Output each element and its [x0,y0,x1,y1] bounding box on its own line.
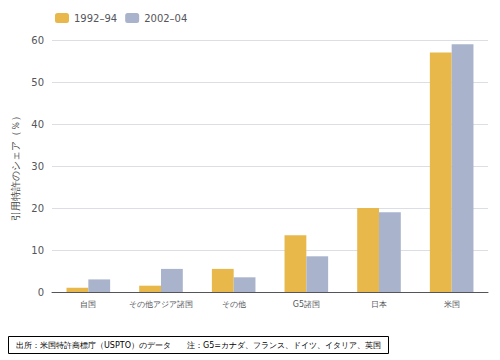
svg-text:米国: 米国 [444,300,460,309]
svg-text:30: 30 [31,161,44,172]
svg-text:その他アジア諸国: その他アジア諸国 [129,300,193,309]
svg-text:2002–04: 2002–04 [144,13,187,24]
svg-text:60: 60 [31,35,44,46]
svg-text:日本: 日本 [371,300,387,309]
svg-text:G5諸国: G5諸国 [293,300,320,309]
svg-text:その他: その他 [222,300,246,309]
svg-text:40: 40 [31,119,44,130]
svg-text:出所：米国特許商標庁（USPTO）のデータ 注：G5=カナ: 出所：米国特許商標庁（USPTO）のデータ 注：G5=カナダ、フランス、ドイツ、… [16,341,381,350]
svg-text:0: 0 [38,287,44,298]
svg-text:50: 50 [31,77,44,88]
svg-text:1992–94: 1992–94 [74,13,117,24]
svg-text:自国: 自国 [80,300,96,309]
svg-text:20: 20 [31,203,44,214]
svg-text:10: 10 [31,245,44,256]
svg-text:引用特許のシェア（％）: 引用特許のシェア（％） [10,111,21,221]
